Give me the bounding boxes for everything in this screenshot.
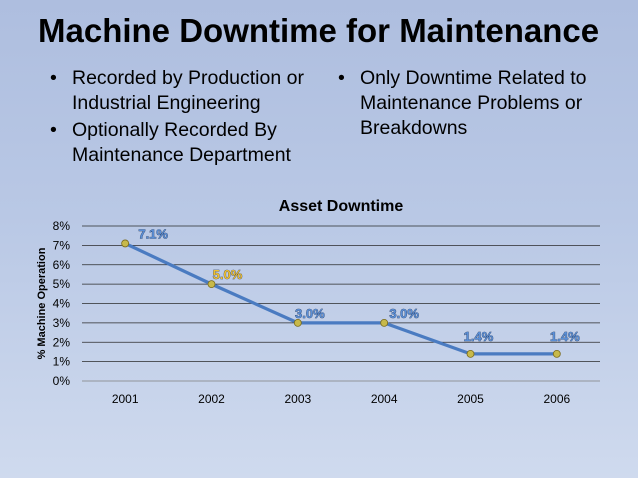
right-bullet-list: • Only Downtime Related to Maintenance P… xyxy=(338,66,628,143)
y-tick-label: 4% xyxy=(53,297,71,311)
data-label: 3.0% xyxy=(389,306,419,321)
bullet-glyph: • xyxy=(50,119,57,141)
x-tick-label: 2004 xyxy=(371,392,398,406)
data-label: 3.0% xyxy=(295,306,325,321)
bullet-text: Only Downtime Related to Maintenance Pro… xyxy=(360,67,587,139)
bullet-text: Recorded by Production or Industrial Eng… xyxy=(72,67,304,114)
data-point xyxy=(552,349,561,358)
bullet-item: • Optionally Recorded By Maintenance Dep… xyxy=(50,118,330,168)
x-tick-label: 2002 xyxy=(198,392,225,406)
left-bullet-list: • Recorded by Production or Industrial E… xyxy=(50,66,330,170)
y-tick-label: 7% xyxy=(53,238,71,252)
data-point xyxy=(293,318,302,327)
y-axis-label: % Machine Operation xyxy=(36,247,48,359)
data-point xyxy=(121,239,130,248)
y-tick-label: 1% xyxy=(53,355,71,369)
x-tick-label: 2001 xyxy=(112,392,139,406)
data-label: 7.1% xyxy=(138,226,168,241)
data-point xyxy=(380,318,389,327)
data-label: 1.4% xyxy=(550,329,580,344)
data-label: 1.4% xyxy=(464,329,494,344)
y-tick-label: 3% xyxy=(53,316,71,330)
y-tick-label: 5% xyxy=(53,277,71,291)
slide-title: Machine Downtime for Maintenance xyxy=(38,12,600,49)
data-point xyxy=(207,280,216,289)
bullet-item: • Only Downtime Related to Maintenance P… xyxy=(338,66,628,141)
bullet-glyph: • xyxy=(338,67,345,89)
x-tick-label: 2003 xyxy=(284,392,311,406)
bullet-text: Optionally Recorded By Maintenance Depar… xyxy=(72,119,291,166)
y-tick-label: 8% xyxy=(53,219,71,233)
y-tick-label: 0% xyxy=(53,374,71,388)
y-tick-label: 2% xyxy=(53,335,71,349)
data-point xyxy=(466,349,475,358)
data-label: 5.0% xyxy=(213,267,243,282)
x-tick-label: 2006 xyxy=(543,392,570,406)
x-tick-label: 2005 xyxy=(457,392,484,406)
series-line xyxy=(124,241,557,356)
bullet-glyph: • xyxy=(50,67,57,89)
y-tick-label: 6% xyxy=(53,258,71,272)
chart-title: Asset Downtime xyxy=(279,198,404,215)
bullet-item: • Recorded by Production or Industrial E… xyxy=(50,66,330,116)
